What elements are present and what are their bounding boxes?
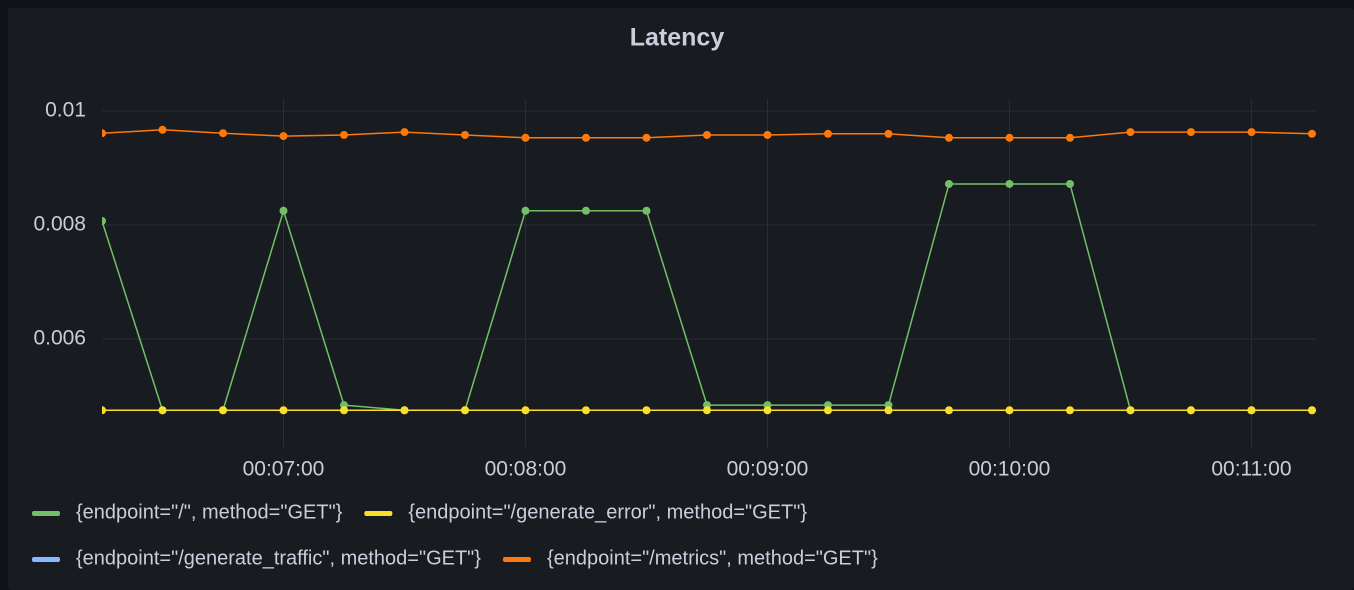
plot [102,125,1316,415]
data-point [581,133,590,142]
y-tick-label: 0.01 [45,99,86,122]
data-point [102,406,106,415]
data-point [521,206,530,215]
legend-swatch [32,511,60,516]
grid: 0.006 0.008 0.01 00:07:00 00:08:00 00:09:00 00… [33,99,1316,481]
legend-swatch [364,511,393,516]
data-point [642,133,651,142]
legend: {endpoint="/", method="GET"} {endpoint="/… [32,501,878,569]
data-point [102,129,106,138]
data-point [521,133,530,142]
data-point [884,129,893,138]
x-tick-label: 00:10:00 [969,458,1051,481]
y-tick-label: 0.008 [33,213,86,236]
legend-label: {endpoint="/metrics", method="GET"} [547,547,878,569]
x-tick-label: 00:11:00 [1211,458,1291,481]
data-point [400,128,409,137]
y-tick-label: 0.006 [33,327,86,350]
legend-label: {endpoint="/generate_error", method="GET… [408,501,807,523]
legend-label: {endpoint="/generate_traffic", method="G… [76,547,481,569]
data-point [702,130,711,139]
chart-title: Latency [630,24,725,52]
data-point [944,179,953,188]
data-point [944,133,953,142]
data-point [1005,133,1014,142]
data-point [1307,406,1316,415]
data-point [1065,179,1074,188]
data-point [460,130,469,139]
panel [8,8,1354,590]
data-point [823,129,832,138]
data-point [763,406,772,415]
data-point [1126,406,1135,415]
data-point [1065,133,1074,142]
data-point [1005,179,1014,188]
x-tick-label: 00:07:00 [243,458,325,481]
data-point [1126,128,1135,137]
data-point [823,406,832,415]
data-point [1005,406,1014,415]
data-point [1186,128,1195,137]
data-point [339,130,348,139]
legend-label: {endpoint="/", method="GET"} [76,501,343,523]
data-point [339,406,348,415]
legend-swatch [32,557,60,562]
data-point [279,132,288,141]
data-point [460,406,469,415]
data-point [944,406,953,415]
data-point [102,217,106,226]
data-point [1247,128,1256,137]
data-point [279,406,288,415]
x-tick-label: 00:08:00 [485,458,567,481]
data-point [1065,406,1074,415]
data-point [702,406,711,415]
data-point [279,206,288,215]
data-point [400,406,409,415]
data-point [1247,406,1256,415]
data-point [642,406,651,415]
legend-swatch [502,557,531,562]
data-point [158,406,167,415]
data-point [218,129,227,138]
data-point [581,406,590,415]
data-point [581,206,590,215]
data-point [884,406,893,415]
data-point [642,206,651,215]
data-point [763,130,772,139]
data-point [218,406,227,415]
data-point [1307,129,1316,138]
data-point [158,125,167,134]
data-point [1186,406,1195,415]
data-point [521,406,530,415]
x-tick-label: 00:09:00 [727,458,809,481]
